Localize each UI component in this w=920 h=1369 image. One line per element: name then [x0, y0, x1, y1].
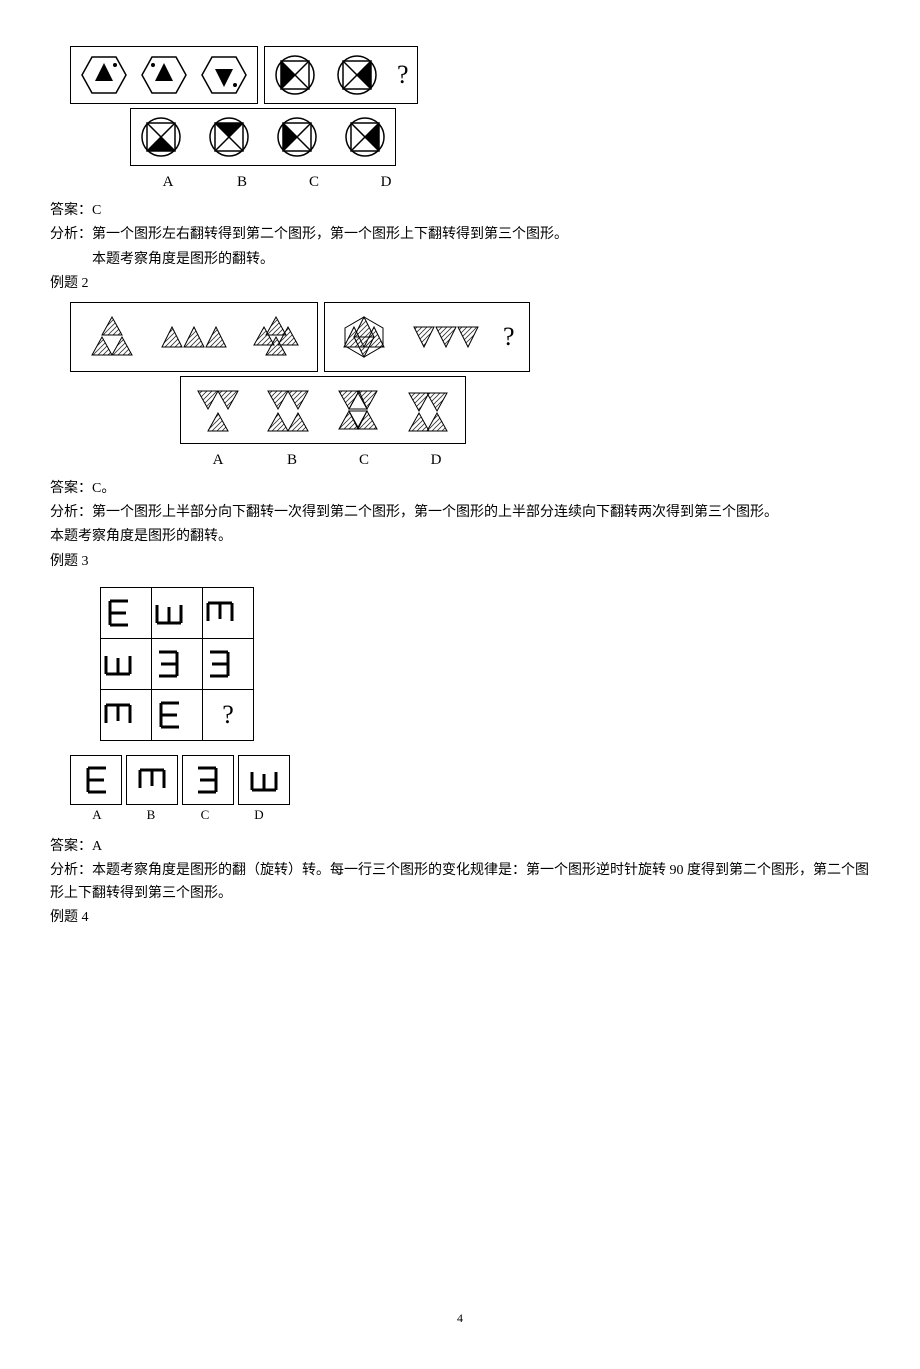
ex2-option-d-icon	[403, 385, 453, 435]
ex1-label-d: D	[350, 170, 422, 194]
ex1-answer-value: C	[92, 203, 101, 218]
ex2-answer-value: C。	[92, 481, 115, 496]
ex1-panel-1	[70, 46, 258, 104]
hex-tri-icon	[339, 313, 389, 361]
ex2-option-b-icon	[263, 385, 313, 435]
ex1-option-d-icon	[343, 115, 387, 159]
ex3-grid: ?	[100, 587, 254, 741]
ex2-label-b: B	[256, 448, 328, 472]
tri-down-row-icon	[411, 313, 481, 361]
ex1-figure: ?	[70, 46, 870, 194]
ex2-panel-2: ?	[324, 302, 530, 372]
ex4-heading: 例题 4	[50, 907, 870, 929]
ex3-options	[70, 755, 870, 805]
tri-cluster-icon-2	[159, 313, 229, 361]
ex3-option-d	[238, 755, 290, 805]
hexagon-icon-2	[139, 53, 189, 97]
ex2-analysis-2: 本题考察角度是图形的翻转。	[50, 526, 870, 548]
question-mark: ?	[222, 700, 234, 729]
ex1-options-row	[130, 108, 870, 166]
ex3-cell-31	[101, 690, 152, 741]
question-mark: ?	[397, 54, 409, 96]
ex2-label-a: A	[180, 448, 256, 472]
ex1-answer-label: 答案：	[50, 203, 92, 218]
ex2-answer: 答案：C。	[50, 478, 870, 500]
ex2-analysis-label: 分析：	[50, 505, 92, 520]
ex3-cell-22	[152, 639, 203, 690]
ex3-option-a	[70, 755, 122, 805]
ex3-cell-11	[101, 588, 152, 639]
ex1-label-a: A	[130, 170, 206, 194]
ex3-cell-13	[203, 588, 254, 639]
ex2-analysis-1: 分析：第一个图形上半部分向下翻转一次得到第二个图形，第一个图形的上半部分连续向下…	[50, 502, 870, 524]
ex2-answer-label: 答案：	[50, 481, 92, 496]
ex1-analysis-text: 第一个图形左右翻转得到第二个图形，第一个图形上下翻转得到第三个图形。	[92, 227, 568, 242]
circle-x-icon-2	[335, 53, 379, 97]
ex3-answer: 答案：A	[50, 836, 870, 858]
ex1-analysis-2: 本题考察角度是图形的翻转。	[50, 249, 870, 271]
tri-cluster-icon-1	[85, 313, 139, 361]
ex2-option-c-icon	[333, 385, 383, 435]
ex1-label-c: C	[278, 170, 350, 194]
ex3-label-b: B	[124, 805, 178, 826]
ex2-label-c: C	[328, 448, 400, 472]
ex2-options-panel	[180, 376, 466, 444]
ex1-options-panel	[130, 108, 396, 166]
ex3-figure: ? A B C D	[70, 587, 870, 826]
ex1-panel-2: ?	[264, 46, 418, 104]
ex3-cell-21	[101, 639, 152, 690]
hexagon-icon-3	[199, 53, 249, 97]
ex2-question-row: ?	[70, 302, 870, 372]
ex1-question-row: ?	[70, 46, 870, 104]
question-mark: ?	[503, 316, 515, 358]
ex2-option-a-icon	[193, 385, 243, 435]
ex2-panel-1	[70, 302, 318, 372]
hexagon-icon-1	[79, 53, 129, 97]
ex3-label-c: C	[178, 805, 232, 826]
ex3-label-a: A	[70, 805, 124, 826]
ex3-cell-12	[152, 588, 203, 639]
ex3-label-d: D	[232, 805, 286, 826]
ex3-cell-33: ?	[203, 690, 254, 741]
ex1-option-b-icon	[207, 115, 251, 159]
ex3-cell-23	[203, 639, 254, 690]
ex1-option-labels: A B C D	[130, 170, 870, 194]
ex3-answer-value: A	[92, 839, 102, 854]
ex3-option-b	[126, 755, 178, 805]
ex1-analysis-text-2: 本题考察角度是图形的翻转。	[92, 252, 274, 267]
ex2-analysis-text: 第一个图形上半部分向下翻转一次得到第二个图形，第一个图形的上半部分连续向下翻转两…	[92, 505, 778, 520]
ex3-analysis: 分析：本题考察角度是图形的翻（旋转）转。每一行三个图形的变化规律是：第一个图形逆…	[50, 860, 870, 905]
ex1-analysis-1: 分析：第一个图形左右翻转得到第二个图形，第一个图形上下翻转得到第三个图形。	[50, 224, 870, 246]
ex1-analysis-label: 分析：	[50, 227, 92, 242]
ex3-option-labels: A B C D	[70, 805, 870, 826]
ex3-cell-32	[152, 690, 203, 741]
ex1-answer: 答案：C	[50, 200, 870, 222]
ex2-label-d: D	[400, 448, 472, 472]
ex2-figure: ?	[70, 302, 870, 472]
ex1-option-a-icon	[139, 115, 183, 159]
ex3-analysis-text: 本题考察角度是图形的翻（旋转）转。每一行三个图形的变化规律是：第一个图形逆时针旋…	[50, 863, 869, 900]
ex1-label-b: B	[206, 170, 278, 194]
tri-cluster-icon-3	[249, 313, 303, 361]
ex3-analysis-label: 分析：	[50, 863, 92, 878]
ex3-heading: 例题 3	[50, 551, 870, 573]
ex2-heading: 例题 2	[50, 273, 870, 295]
ex2-options-row	[180, 376, 870, 444]
page-number: 4	[50, 1309, 870, 1328]
circle-x-icon-1	[273, 53, 317, 97]
ex1-option-c-icon	[275, 115, 319, 159]
ex2-option-labels: A B C D	[180, 448, 870, 472]
ex3-answer-label: 答案：	[50, 839, 92, 854]
ex3-option-c	[182, 755, 234, 805]
